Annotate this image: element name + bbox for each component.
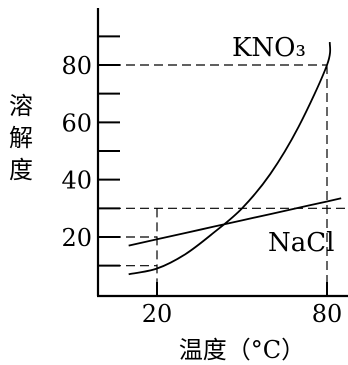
y-axis-label-char: 解 xyxy=(9,124,33,152)
y-tick-label-80: 80 xyxy=(61,52,92,80)
y-axis-label: 溶解度 xyxy=(9,92,33,184)
x-tick-label-20: 20 xyxy=(142,300,173,328)
y-tick-label-20: 20 xyxy=(61,224,92,252)
x-tick-label-80: 80 xyxy=(312,300,343,328)
y-tick-label-40: 40 xyxy=(61,167,92,195)
x-axis-label: 温度（°C） xyxy=(179,336,305,364)
series-curve-0 xyxy=(128,41,332,276)
series-label-kno3: KNO₃ xyxy=(232,33,306,63)
series-curve-1 xyxy=(128,197,342,247)
y-axis-label-char: 溶 xyxy=(9,92,33,120)
y-axis-label-char: 度 xyxy=(9,156,33,184)
y-tick-label-60: 60 xyxy=(61,109,92,137)
series-label-nacl: NaCl xyxy=(268,228,334,258)
